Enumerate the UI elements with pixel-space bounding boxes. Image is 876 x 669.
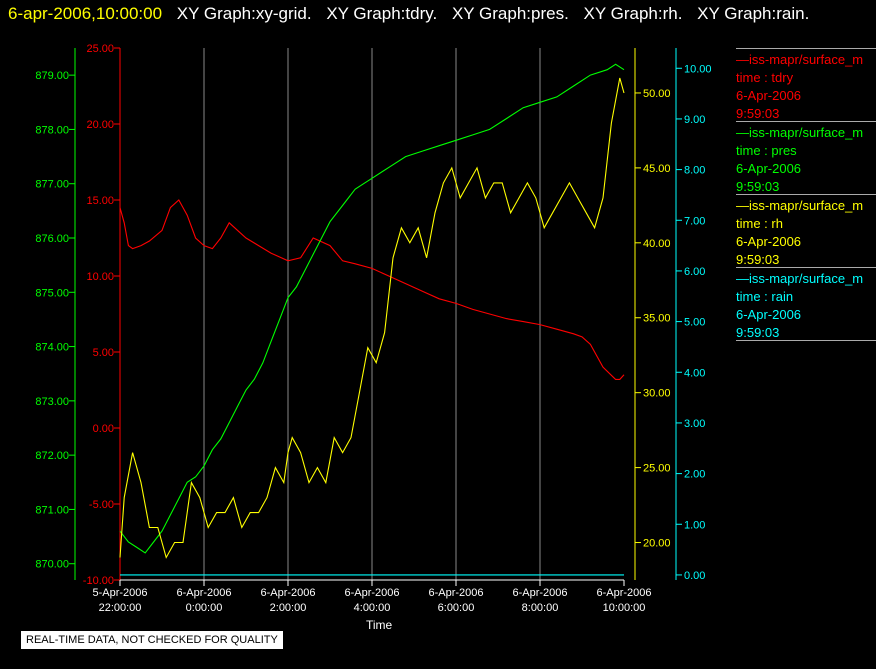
x-tick-label-date: 6-Apr-2006 [512, 587, 567, 599]
y-tick-label-pres: 872.00 [35, 450, 69, 462]
y-tick-label-rh: 40.00 [643, 238, 671, 250]
y-tick-label-rain: 2.00 [684, 469, 705, 481]
y-tick-label-rain: 0.00 [684, 570, 705, 582]
legend-variable: time : rh [736, 216, 783, 231]
y-tick-label-rain: 6.00 [684, 266, 705, 278]
x-tick-label-date: 5-Apr-2006 [92, 587, 147, 599]
x-axis-title: Time [366, 618, 393, 632]
legend-variable: time : pres [736, 143, 797, 158]
legend-time: 9:59:03 [736, 325, 780, 340]
legend-date: 6-Apr-2006 [736, 307, 802, 322]
graph-title-tdry: XY Graph:tdry. [326, 4, 438, 23]
y-tick-label-pres: 877.00 [35, 179, 69, 191]
quality-warning: REAL-TIME DATA, NOT CHECKED FOR QUALITY [21, 631, 283, 649]
y-tick-label-rh: 45.00 [643, 163, 671, 175]
legend-time: 9:59:03 [736, 252, 780, 267]
y-tick-label-pres: 874.00 [35, 342, 69, 354]
x-tick-label-date: 6-Apr-2006 [176, 587, 231, 599]
x-tick-label-time: 8:00:00 [522, 602, 559, 614]
y-tick-label-rain: 4.00 [684, 367, 705, 379]
y-tick-label-rh: 50.00 [643, 88, 671, 100]
y-tick-label-pres: 870.00 [35, 559, 69, 571]
x-tick-label-date: 6-Apr-2006 [260, 587, 315, 599]
legend-entry-pres: —iss-mapr/surface_m time : pres 6-Apr-20… [736, 121, 876, 194]
y-tick-label-tdry: 15.00 [86, 195, 114, 207]
x-tick-label-date: 6-Apr-2006 [344, 587, 399, 599]
x-tick-label-time: 2:00:00 [270, 602, 307, 614]
y-tick-label-tdry: 20.00 [86, 119, 114, 131]
y-tick-label-tdry: 10.00 [86, 271, 114, 283]
legend-variable: time : tdry [736, 70, 794, 85]
legend-entry-tdry: —iss-mapr/surface_m time : tdry 6-Apr-20… [736, 48, 876, 121]
x-tick-label-time: 22:00:00 [99, 602, 142, 614]
y-tick-label-rain: 10.00 [684, 63, 712, 75]
graph-title-rain: XY Graph:rain. [697, 4, 810, 23]
y-tick-label-rain: 8.00 [684, 165, 705, 177]
series-line-pres [119, 63, 625, 554]
header: 6-apr-2006,10:00:00 XY Graph:xy-grid. XY… [8, 4, 809, 24]
legend-date: 6-Apr-2006 [736, 161, 802, 176]
y-tick-label-pres: 879.00 [35, 70, 69, 82]
legend-variable: time : rain [736, 289, 794, 304]
legend-time: 9:59:03 [736, 179, 780, 194]
legend-entry-rh: —iss-mapr/surface_m time : rh 6-Apr-2006… [736, 194, 876, 267]
legend-source: —iss-mapr/surface_m [736, 125, 864, 140]
y-tick-label-rh: 25.00 [643, 463, 671, 475]
x-tick-label-time: 4:00:00 [354, 602, 391, 614]
y-tick-label-rain: 1.00 [684, 519, 705, 531]
legend-date: 6-Apr-2006 [736, 234, 802, 249]
series-line-rh [119, 77, 625, 559]
timestamp: 6-apr-2006,10:00:00 [8, 4, 163, 23]
y-tick-label-rh: 20.00 [643, 538, 671, 550]
legend-source: —iss-mapr/surface_m [736, 198, 864, 213]
x-tick-label-time: 0:00:00 [186, 602, 223, 614]
y-tick-label-rain: 9.00 [684, 114, 705, 126]
legend: —iss-mapr/surface_m time : tdry 6-Apr-20… [736, 48, 876, 341]
legend-time: 9:59:03 [736, 106, 780, 121]
y-tick-label-tdry: 25.00 [86, 43, 114, 55]
y-tick-label-rain: 3.00 [684, 418, 705, 430]
legend-date: 6-Apr-2006 [736, 88, 802, 103]
legend-entry-rain: —iss-mapr/surface_m time : rain 6-Apr-20… [736, 267, 876, 341]
x-tick-label-date: 6-Apr-2006 [596, 587, 651, 599]
graph-title-pres: XY Graph:pres. [451, 4, 569, 23]
legend-source: —iss-mapr/surface_m [736, 271, 864, 286]
y-tick-label-pres: 871.00 [35, 504, 69, 516]
graph-title-rh: XY Graph:rh. [583, 4, 683, 23]
y-tick-label-pres: 876.00 [35, 233, 69, 245]
y-tick-label-rain: 5.00 [684, 317, 705, 329]
y-tick-label-pres: 873.00 [35, 396, 69, 408]
series-line-tdry [119, 199, 625, 380]
y-tick-label-tdry: -5.00 [89, 499, 114, 511]
y-tick-label-rh: 35.00 [643, 313, 671, 325]
y-tick-label-pres: 875.00 [35, 287, 69, 299]
legend-source: —iss-mapr/surface_m [736, 52, 864, 67]
y-tick-label-pres: 878.00 [35, 124, 69, 136]
y-tick-label-tdry: 0.00 [93, 423, 114, 435]
x-tick-label-time: 6:00:00 [438, 602, 475, 614]
y-tick-label-tdry: 5.00 [93, 347, 114, 359]
y-tick-label-rh: 30.00 [643, 388, 671, 400]
x-tick-label-time: 10:00:00 [603, 602, 646, 614]
y-tick-label-tdry: -10.00 [83, 575, 114, 587]
x-tick-label-date: 6-Apr-2006 [428, 587, 483, 599]
y-tick-label-rain: 7.00 [684, 215, 705, 227]
graph-title-xy-grid: XY Graph:xy-grid. [176, 4, 312, 23]
